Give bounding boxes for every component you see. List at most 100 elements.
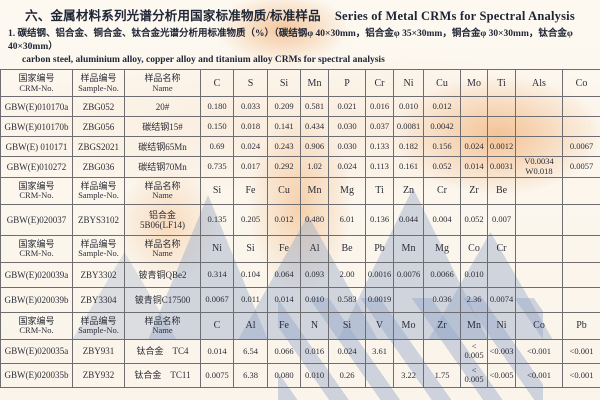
element-header-Be: Be — [328, 234, 366, 263]
name-header: 样品名称 Name — [124, 311, 201, 340]
sample-no-cell: ZBG052 — [72, 96, 125, 118]
subtitle-line-en: carbon steel, aluminium alloy, copper al… — [22, 54, 385, 65]
document-page: 六、金属材料系列光谱分析用国家标准物质/标准样品 Series of Metal … — [0, 0, 600, 388]
value-cell-Ni: 0.182 — [393, 136, 424, 158]
sample-name-cell: 碳结钢65Mn — [124, 136, 201, 158]
value-cell-Pb: <0.001 — [562, 362, 600, 388]
value-cell-Mn: < 0.005 — [460, 362, 488, 388]
value-cell-Co — [562, 96, 600, 118]
value-cell-Si: 0.011 — [233, 286, 268, 313]
value-cell-Si: 0.292 — [267, 156, 301, 178]
page-title: 六、金属材料系列光谱分析用国家标准物质/标准样品 Series of Metal … — [0, 0, 600, 24]
value-cell-C: 0.180 — [200, 96, 234, 118]
value-cell-Zr: 1.75 — [423, 362, 461, 388]
crm-row-ZBG052: GBW(E)010170a ZBG052 20# 0.180 0.033 0.209 0.5… — [0, 96, 600, 118]
element-header-S: S — [233, 69, 268, 98]
name-header: 样品名称 Name — [124, 69, 201, 98]
element-header-Cr: Cr — [423, 176, 461, 205]
element-header-Si: Si — [267, 69, 301, 98]
element-header-Si: Si — [233, 234, 268, 263]
value-cell-Mn: 0.0076 — [393, 261, 424, 288]
element-header-Cu: Cu — [423, 69, 461, 98]
element-header-Pb: Pb — [365, 234, 394, 263]
value-cell-Cu: 0.012 — [423, 96, 461, 118]
element-header-Mg: Mg — [423, 234, 461, 263]
value-cell — [515, 286, 563, 313]
value-cell-Cr: 0.113 — [365, 156, 394, 178]
element-header-C: C — [200, 311, 234, 340]
value-cell-Ni: <0.003 — [487, 338, 516, 364]
crm-row-ZBY932: GBW(E)020035b ZBY932 钛合金 TC11 0.0075 6.38 0.0… — [0, 362, 600, 388]
value-cell-Si: 0.141 — [267, 116, 301, 138]
value-cell-Fe: 0.205 — [233, 203, 268, 236]
sample-name-cell: 钛合金 TC4 — [124, 338, 201, 364]
value-cell-N: 0.010 — [300, 362, 329, 388]
crm-no-cell: GBW(E) 010171 — [0, 136, 73, 158]
value-cell-Ni: 0.0081 — [393, 116, 424, 138]
value-cell-Al: 6.54 — [233, 338, 268, 364]
element-header-Al: Al — [300, 234, 329, 263]
sample-name-cell: 碳结钢70Mn — [124, 156, 201, 178]
element-header-Zn: Zn — [393, 176, 424, 205]
value-cell-Be: 2.00 — [328, 261, 366, 288]
value-cell-Als — [515, 116, 563, 138]
value-cell — [562, 261, 600, 288]
value-cell-Mo — [460, 96, 488, 118]
crm-no-cell: GBW(E)020037 — [0, 203, 73, 236]
element-header-Zr: Zr — [423, 311, 461, 340]
value-cell-Ni: 0.010 — [393, 96, 424, 118]
value-cell — [515, 261, 563, 288]
sample-name-cell: 铍青铜QBe2 — [124, 261, 201, 288]
value-cell-Si: 0.024 — [328, 338, 366, 364]
value-cell-Al: 0.093 — [300, 261, 329, 288]
crm-no-header: 国家编号 CRM-No. — [0, 69, 73, 98]
copper-alloy-header-row: 国家编号 CRM-No. 样品编号 Sample-No. 样品名称 Name Ni Si Fe A… — [0, 234, 600, 263]
value-cell-S: 0.024 — [233, 136, 268, 158]
empty-header — [562, 176, 600, 205]
element-header-Cr: Cr — [365, 69, 394, 98]
value-cell — [562, 203, 600, 236]
value-cell — [562, 286, 600, 313]
value-cell-V: 3.61 — [365, 338, 394, 364]
element-header-Mn: Mn — [393, 234, 424, 263]
sample-name-cell: 钛合金 TC11 — [124, 362, 201, 388]
value-cell-Mo: 0.014 — [460, 156, 488, 178]
element-header-Mn: Mn — [300, 69, 329, 98]
element-header-Al: Al — [233, 311, 268, 340]
value-cell-Cu: 0.0042 — [423, 116, 461, 138]
value-cell-C: 0.014 — [200, 338, 234, 364]
value-cell-Ni: 0.314 — [200, 261, 234, 288]
value-cell-Mg: 6.01 — [328, 203, 366, 236]
crm-no-header: 国家编号 CRM-No. — [0, 176, 73, 205]
value-cell-Mg: 0.0066 — [423, 261, 461, 288]
element-header-Zr: Zr — [460, 176, 488, 205]
name-header: 样品名称 Name — [124, 234, 201, 263]
value-cell-Be: 0.007 — [487, 203, 516, 236]
element-header-Co: Co — [515, 311, 563, 340]
value-cell-Si: 0.135 — [200, 203, 234, 236]
element-header-Cu: Cu — [267, 176, 301, 205]
crm-row-ZBY3304: GBW(E)020039b ZBY3304 铍青铜C17500 0.0067 0.011… — [0, 286, 600, 313]
value-cell-Ni: 0.161 — [393, 156, 424, 178]
value-cell-Mo — [460, 116, 488, 138]
value-cell-C: 0.69 — [200, 136, 234, 158]
element-header-C: C — [200, 69, 234, 98]
element-header-Als: Als — [515, 69, 563, 98]
page-title-en: Series of Metal CRMs for Spectral Analys… — [334, 9, 575, 23]
value-cell-Mn: 1.02 — [300, 156, 329, 178]
value-cell-Mn: 0.581 — [300, 96, 329, 118]
value-cell-Si: 0.243 — [267, 136, 301, 158]
crm-no-cell: GBW(E)010272 — [0, 156, 73, 178]
crm-no-cell: GBW(E)020035b — [0, 362, 73, 388]
carbon-steel-header-row: 国家编号 CRM-No. 样品编号 Sample-No. 样品名称 Name C S Si Mn P… — [0, 69, 600, 98]
element-header-Si: Si — [328, 311, 366, 340]
empty-header — [562, 234, 600, 263]
value-cell-Mo — [393, 338, 424, 364]
value-cell-Cr: 0.133 — [365, 136, 394, 158]
element-header-Ti: Ti — [365, 176, 394, 205]
value-cell-Be: 0.583 — [328, 286, 366, 313]
value-cell-Ti: 0.136 — [365, 203, 394, 236]
element-header-Mg: Mg — [328, 176, 366, 205]
value-cell-Co: <0.001 — [515, 362, 563, 388]
value-cell-Si: 0.104 — [233, 261, 268, 288]
